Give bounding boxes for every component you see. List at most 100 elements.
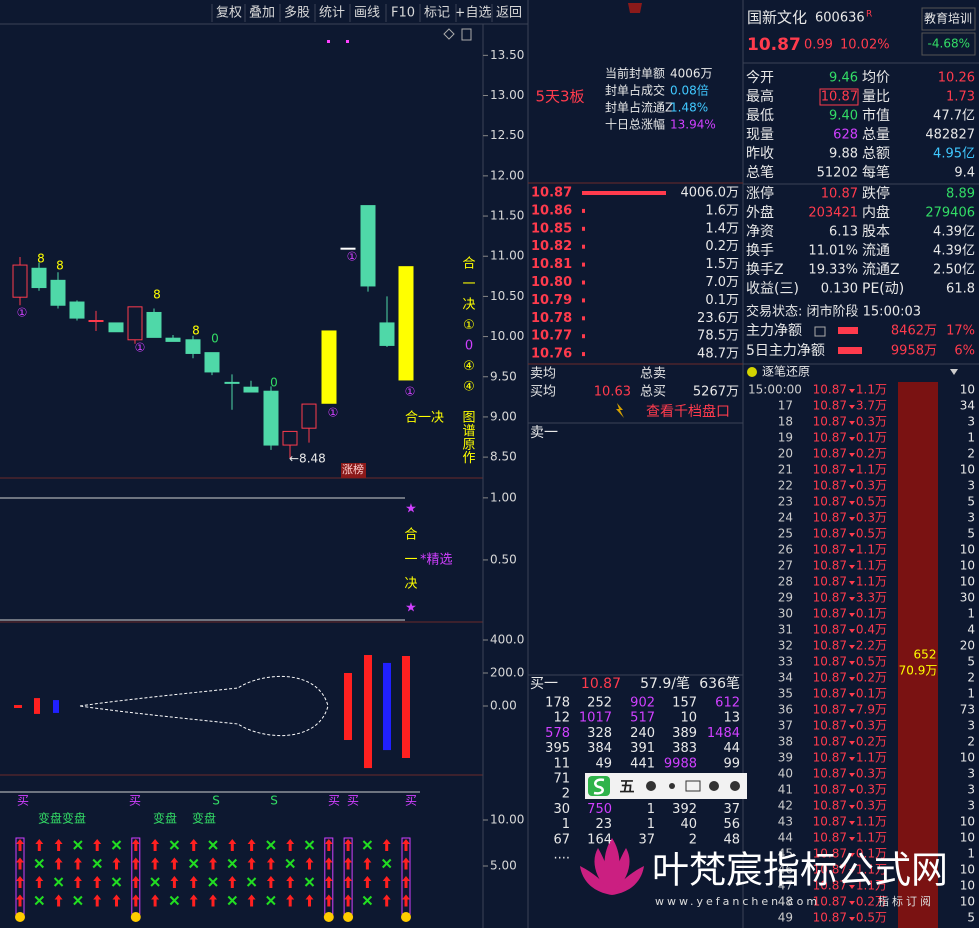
y-tick-label: 9.00 — [490, 409, 517, 423]
info-value: 0.08倍 — [670, 83, 709, 98]
volume-bar — [582, 280, 585, 285]
tick-arrow — [849, 405, 855, 409]
stat-label: 市值 — [862, 107, 890, 124]
stat-value: 9.40 — [829, 109, 858, 124]
fund-value: 9958万 — [891, 344, 937, 359]
tick-volume: 0.2万 — [856, 735, 887, 749]
stat-label: 跌停 — [862, 185, 890, 202]
toolbar-button[interactable]: 画线 — [354, 6, 380, 21]
tick-price: 10.87 — [813, 863, 847, 877]
indicator-text: ★ — [405, 502, 417, 517]
arrow-icon — [131, 839, 140, 851]
signal-text: 合一决 — [405, 411, 444, 426]
tick-volume: 0.5万 — [856, 495, 887, 509]
price: 10.87 — [747, 35, 801, 55]
sector[interactable]: 教育培训 — [924, 11, 972, 26]
bid-volume: 23.6万 — [697, 311, 739, 326]
tick-count: 3 — [967, 783, 975, 797]
tick-arrow — [849, 869, 855, 873]
arrow-icon — [170, 876, 179, 888]
toolbar-button[interactable]: +自选 — [455, 6, 492, 21]
tick-time: 42 — [778, 799, 793, 813]
signal-number: 8 — [56, 259, 64, 273]
diamond-icon[interactable] — [443, 28, 455, 40]
stat-value: 4.95亿 — [933, 147, 975, 162]
high-box — [819, 88, 859, 106]
toolbar-button[interactable]: F10 — [391, 6, 415, 21]
dot — [327, 40, 330, 43]
tick-volume: 0.3万 — [856, 511, 887, 525]
filter-icon[interactable] — [950, 369, 958, 375]
fund-bar — [838, 347, 862, 354]
depth-link[interactable]: 查看千档盘口 — [646, 403, 730, 420]
tick-count: 10 — [960, 751, 975, 765]
tick-time: 24 — [778, 511, 793, 525]
tick-time: 31 — [778, 623, 793, 637]
arrow-icon — [35, 839, 44, 851]
arrow-icon — [16, 839, 24, 851]
toolbar-button[interactable]: 统计 — [319, 6, 345, 21]
tick-volume: 3.7万 — [856, 399, 887, 413]
toolbar-button[interactable]: 复权 — [216, 5, 242, 21]
cross-icon — [92, 858, 102, 869]
cross-icon — [304, 840, 315, 850]
stat-label: 最低 — [746, 108, 774, 124]
stat-label: 现量 — [746, 127, 774, 143]
queue-size: .... — [553, 848, 570, 863]
arrow-icon — [402, 876, 410, 888]
toolbar-button[interactable]: 标记 — [424, 6, 450, 21]
arrow-icon — [131, 876, 140, 888]
y-tick-label: 1.00 — [490, 490, 517, 504]
stat-label: 流通Z — [862, 262, 900, 278]
bid-price: 10.86 — [531, 203, 572, 218]
arrow-icon — [151, 857, 160, 870]
tick-time: 30 — [778, 607, 793, 621]
cross-icon — [381, 858, 392, 869]
toolbar-button[interactable]: 叠加 — [249, 6, 275, 21]
cross-icon — [73, 895, 83, 906]
queue-size: 11 — [553, 756, 570, 771]
info-label: 十日总涨幅 — [605, 117, 665, 132]
signal: 买 — [328, 794, 340, 808]
indicator-text: 合 — [404, 528, 417, 543]
expand-icon[interactable] — [747, 367, 757, 377]
tick-arrow — [849, 389, 855, 393]
cross-icon — [266, 840, 276, 850]
tick-arrow — [849, 453, 855, 457]
tick-arrow — [849, 885, 855, 889]
toolbar-button[interactable]: 返回 — [496, 6, 522, 21]
tick-price: 10.87 — [813, 703, 847, 717]
queue-size: 164 — [587, 832, 612, 847]
y-tick-label: 10.50 — [490, 289, 524, 303]
cross-icon — [227, 895, 238, 906]
arrow-icon — [35, 876, 44, 888]
tick-price: 10.87 — [813, 591, 847, 605]
arrow-icon — [93, 839, 102, 851]
signal: 买 — [405, 794, 417, 808]
arrow-icon — [266, 876, 275, 888]
collapse-tab[interactable] — [628, 3, 642, 13]
tick-volume: 0.3万 — [856, 799, 887, 813]
queue-size: 389 — [672, 726, 697, 741]
fund-icon[interactable] — [814, 326, 826, 337]
arrow-icon — [324, 894, 333, 907]
tick-price: 10.87 — [813, 911, 847, 925]
buy1-item: 10.87 — [581, 676, 621, 692]
toolbar-button[interactable]: 多股 — [284, 5, 310, 21]
volume-bar — [582, 226, 585, 231]
tick-count: 5 — [967, 655, 975, 669]
signal-char: ④ — [463, 359, 475, 374]
stat-label: 流通 — [862, 243, 890, 259]
buy1-item: 买一 — [530, 676, 558, 692]
tick-arrow — [849, 597, 855, 601]
signal-number: 0 — [211, 332, 219, 346]
stat-value: 0.130 — [821, 282, 858, 297]
tick-price: 10.87 — [813, 463, 847, 477]
window-icon[interactable] — [461, 28, 472, 41]
arrow-icon — [402, 857, 410, 870]
tick-count: 10 — [960, 895, 975, 909]
stat-label: 总额 — [862, 146, 890, 162]
tick-count: 10 — [960, 559, 975, 573]
tick-time: 19 — [778, 431, 793, 445]
